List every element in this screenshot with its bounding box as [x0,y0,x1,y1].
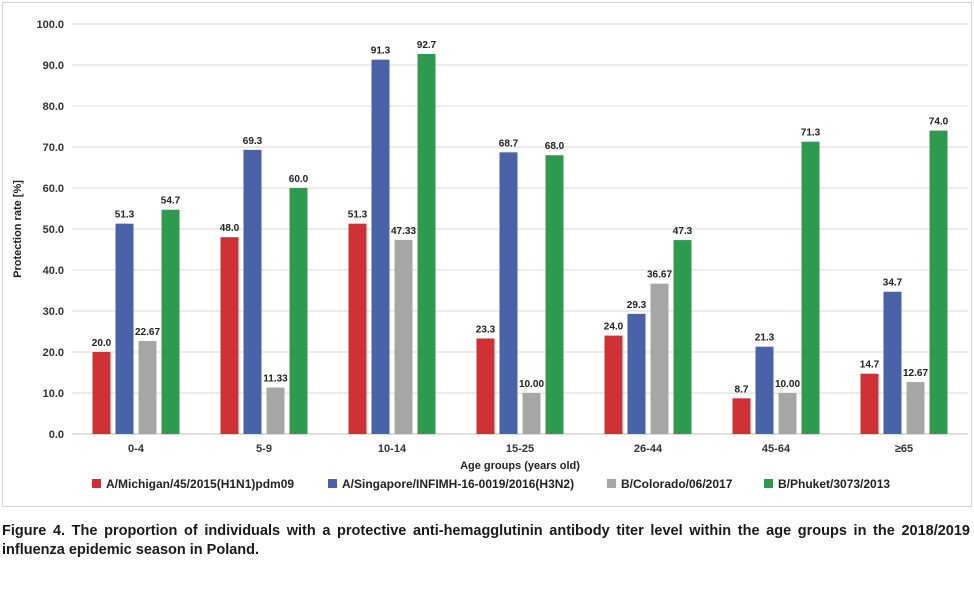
data-label: 8.7 [735,384,749,395]
bar [860,373,879,434]
bar [161,209,180,434]
bar [220,237,239,434]
bar [348,223,367,434]
bar [732,398,751,434]
bar [778,393,797,434]
data-label: 54.7 [161,196,181,207]
bar [883,291,902,434]
legend-swatch [328,479,337,488]
y-tick-label: 10.0 [43,388,64,400]
legend-swatch [92,479,101,488]
y-tick-label: 80.0 [43,101,64,113]
bar [755,346,774,434]
y-tick-label: 90.0 [43,60,64,72]
legend-swatch [607,479,616,488]
bar [243,149,262,434]
data-label: 51.3 [115,210,135,221]
x-axis-title: Age groups (years old) [460,460,580,472]
x-tick-label: 0-4 [128,443,145,455]
data-label: 23.3 [476,324,496,335]
data-label: 48.0 [220,223,240,234]
bar [371,59,390,435]
data-label: 47.3 [673,226,693,237]
bar [289,188,308,434]
x-tick-label: 10-14 [378,443,407,455]
data-label: 91.3 [371,46,391,57]
bar [673,240,692,434]
x-tick-label: 15-25 [506,443,534,455]
data-label: 51.3 [348,210,368,221]
data-label: 69.3 [243,136,263,147]
y-tick-label: 20.0 [43,347,64,359]
bar [476,338,495,434]
data-label: 24.0 [604,322,624,333]
bar [801,141,820,435]
data-label: 11.33 [263,374,288,385]
bar [604,335,623,434]
data-label: 34.7 [883,278,903,289]
y-tick-label: 60.0 [43,183,64,195]
data-label: 14.7 [860,360,880,371]
bar-chart: 0.0 10.0 20.0 30.0 40.0 50.0 60.0 70.0 80.0 90.0 1… [12,19,968,491]
bar [138,341,157,434]
y-tick-label: 50.0 [43,224,64,236]
bar [266,387,285,434]
y-tick-label: 30.0 [43,306,64,318]
y-axis-title: Protection rate [%] [12,180,24,278]
data-label: 47.33 [391,226,416,237]
data-label: 12.67 [903,368,928,379]
bar [522,393,541,434]
legend-label: B/Phuket/3073/2013 [778,477,890,491]
data-label: 20.0 [92,338,112,349]
data-label: 10.00 [775,379,800,390]
bar [92,352,111,434]
data-label: 74.0 [929,117,949,128]
bar [906,382,925,434]
bar [627,313,646,434]
legend-label: A/Michigan/45/2015(H1N1)pdm09 [106,477,294,491]
data-label: 71.3 [801,128,821,139]
legend-label: A/Singapore/INFIMH-16-0019/2016(H3N2) [342,477,574,491]
data-label: 60.0 [289,174,309,185]
data-label: 22.67 [135,327,160,338]
data-label: 29.3 [627,300,647,311]
data-label: 92.7 [417,40,437,51]
data-label: 68.7 [499,138,519,149]
data-label: 10.00 [519,379,544,390]
x-tick-label: 5-9 [256,443,272,455]
data-label: 68.0 [545,141,565,152]
bar [115,223,134,434]
y-tick-label: 70.0 [43,142,64,154]
data-label: 21.3 [755,333,775,344]
x-tick-label: 26-44 [634,443,663,455]
bar [650,283,669,434]
y-tick-label: 0.0 [49,429,64,441]
y-tick-label: 100.0 [36,19,64,31]
bar [394,239,413,434]
legend-swatch [764,479,773,488]
figure-caption: Figure 4. The proportion of individuals … [2,523,970,558]
bar [545,155,564,434]
y-tick-label: 40.0 [43,265,64,277]
x-tick-label: ≥65 [895,443,913,455]
legend-label: B/Colorado/06/2017 [621,477,733,491]
bar [929,130,948,434]
bar [417,53,436,435]
data-label: 36.67 [647,270,672,281]
bar [499,152,518,434]
x-tick-label: 45-64 [762,443,791,455]
